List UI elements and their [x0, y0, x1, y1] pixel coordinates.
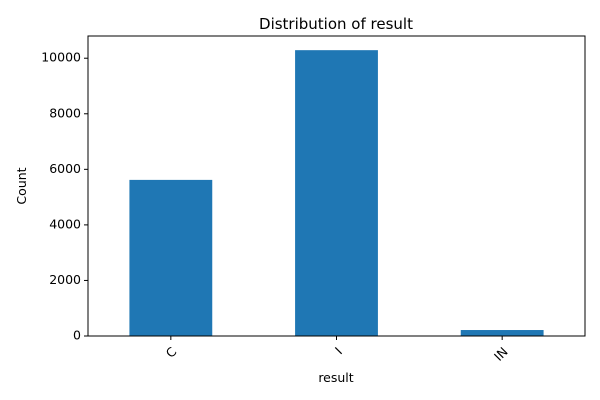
bar-i	[295, 50, 378, 337]
x-axis-label: result	[318, 370, 353, 385]
bar-in	[460, 330, 544, 336]
y-tick-label: 10000	[41, 50, 81, 65]
y-axis-label: Count	[14, 167, 29, 204]
x-axis-ticks: C I IN	[163, 336, 511, 364]
y-tick-label: 2000	[49, 272, 81, 287]
y-axis-ticks: 0 2000 4000 6000 8000 10000	[41, 50, 88, 343]
x-tick-label: I	[332, 344, 345, 357]
y-tick-label: 6000	[49, 161, 81, 176]
x-tick-label: IN	[491, 344, 511, 364]
bars-group	[129, 50, 544, 337]
y-tick-label: 4000	[49, 216, 81, 231]
chart-title: Distribution of result	[259, 15, 413, 33]
plot-frame	[87, 35, 586, 337]
y-tick-label: 8000	[49, 105, 81, 120]
x-tick-label: C	[163, 344, 180, 361]
y-tick-label: 0	[73, 328, 81, 343]
bar-c	[129, 179, 213, 336]
